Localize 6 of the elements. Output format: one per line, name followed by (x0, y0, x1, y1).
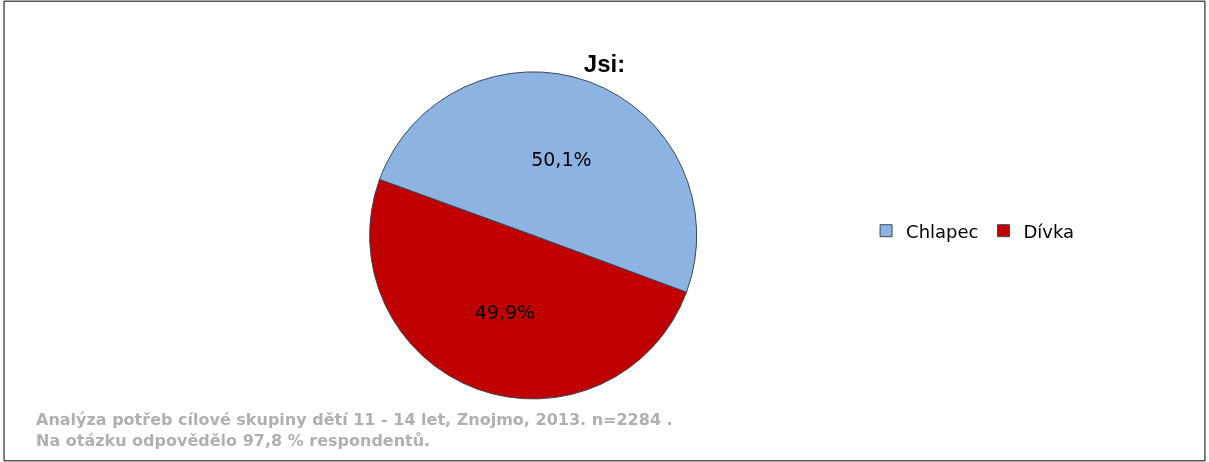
data-label: 49,9% (474, 301, 536, 324)
text: Analýza potřeb cílové skupiny dětí 11 - 14 let, Znojmo, 2013. n=2284 . Na otázku odpovědělo 97,8 % respondentů. (36, 410, 673, 450)
legend-label: Chlapec (906, 220, 979, 242)
chart-title: Jsi: (583, 50, 626, 78)
data-label: 50,1% (531, 147, 592, 170)
legend-label: Dívka (1023, 220, 1075, 242)
